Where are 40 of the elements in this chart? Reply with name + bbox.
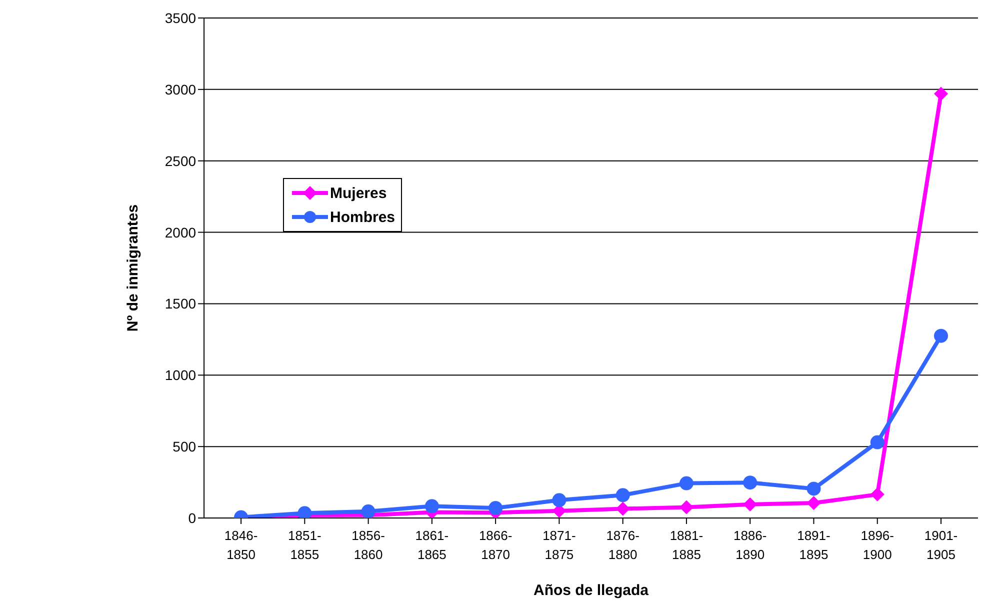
x-tick-label: 1866-1870 bbox=[478, 528, 512, 562]
point bbox=[679, 476, 694, 490]
x-tick-label: 1881-1885 bbox=[670, 528, 704, 562]
point bbox=[616, 502, 630, 516]
legend-label: Mujeres bbox=[330, 184, 387, 202]
point bbox=[870, 487, 884, 502]
x-tick-label: 1846-1850 bbox=[224, 528, 258, 562]
x-axis-title: Años de llegada bbox=[534, 582, 650, 599]
point bbox=[424, 499, 439, 514]
point bbox=[806, 482, 821, 496]
point bbox=[743, 497, 758, 512]
x-tick-label: 1876-1880 bbox=[606, 528, 640, 562]
y-tick-label: 2500 bbox=[164, 152, 196, 169]
point bbox=[806, 496, 821, 510]
y-tick-label: 1500 bbox=[164, 296, 196, 312]
point bbox=[552, 493, 566, 508]
x-tick-label: 1886-1890 bbox=[733, 528, 767, 562]
y-tick-label: 3500 bbox=[164, 10, 196, 26]
x-tick-label: 1871-1875 bbox=[542, 528, 576, 562]
point bbox=[488, 501, 503, 515]
x-tick-label: 1861-1865 bbox=[415, 528, 449, 562]
y-tick-label: 3000 bbox=[164, 81, 196, 98]
point bbox=[679, 500, 694, 514]
x-tick-label: 1851-1855 bbox=[288, 528, 322, 562]
y-axis-title: Nº de inmigrantes bbox=[124, 204, 142, 332]
y-tick-label: 1000 bbox=[164, 367, 196, 384]
x-tick-label: 1896-1900 bbox=[860, 528, 894, 562]
y-tick-label: 2000 bbox=[164, 224, 196, 240]
y-tick-label: 500 bbox=[172, 438, 196, 455]
legend-label: Hombres bbox=[330, 208, 396, 226]
point bbox=[934, 328, 948, 343]
point bbox=[361, 504, 376, 518]
y-tick-label: 0 bbox=[188, 510, 196, 526]
point bbox=[934, 86, 948, 101]
x-tick-label: 1901-1905 bbox=[924, 528, 958, 562]
point bbox=[616, 488, 630, 502]
point bbox=[870, 435, 884, 450]
x-tick-label: 1856-1860 bbox=[352, 528, 385, 562]
point bbox=[743, 476, 758, 490]
x-tick-label: 1891-1895 bbox=[797, 528, 830, 562]
